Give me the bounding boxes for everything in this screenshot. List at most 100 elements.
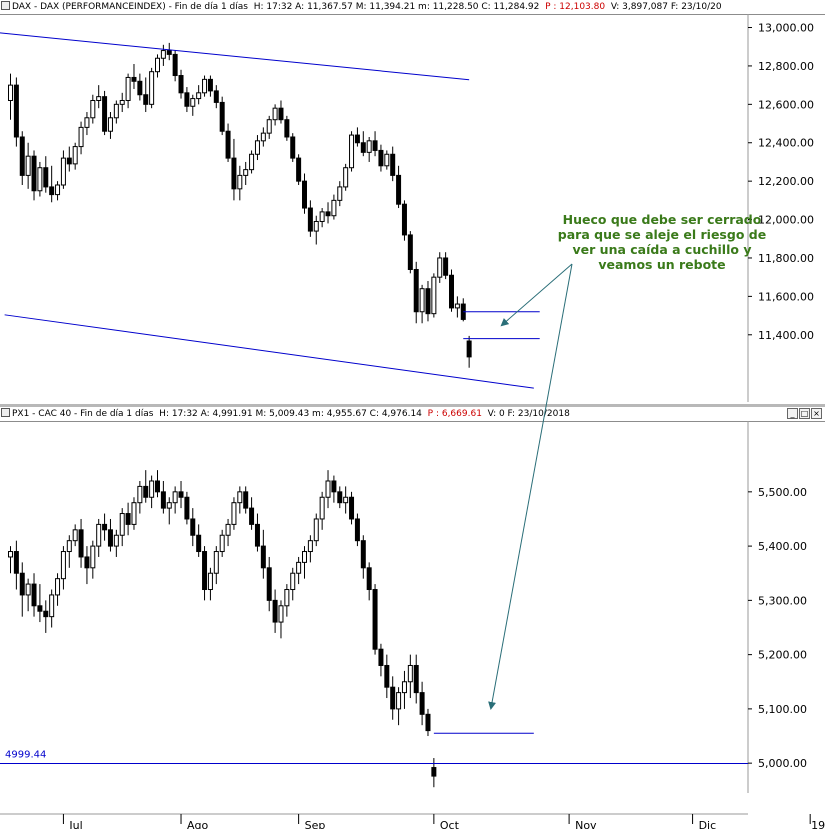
candle [313,513,319,547]
candle [160,480,166,514]
candle [266,115,272,139]
pane-divider[interactable] [0,404,825,407]
candle-body-up [107,117,113,132]
candle [225,123,231,162]
candle-body-up [131,502,137,525]
candle [137,73,143,101]
candle [84,546,90,585]
x-tick-label: Ago [187,819,209,829]
candle-body-up [278,605,284,623]
candle [437,252,443,283]
candle-body-up [231,502,237,525]
candle [401,200,407,241]
annotation-text: Hueco que debe ser cerrado para que se a… [548,212,776,272]
candle [60,546,66,590]
y-tick-label: 11,400.00 [758,329,814,342]
candle [166,497,172,525]
candle [307,200,313,237]
candle [431,273,437,318]
candle [143,77,149,113]
y-tick-label: 5,300.00 [758,594,807,607]
candle [125,73,131,109]
candle [137,480,143,514]
candle [207,75,213,97]
candle-body-up [172,491,178,504]
candle [96,518,102,557]
dax-pane-tail: V: 3,897,087 F: 23/10/20 [610,2,722,12]
candle [319,491,325,530]
candle-body-down [331,480,337,493]
candle [466,335,472,368]
candle [407,654,413,699]
candle [237,165,243,201]
candle-body-up [331,199,337,217]
candle [155,54,160,78]
candle [319,208,325,228]
candle-body-down [43,610,49,618]
candle-body-down [272,599,278,623]
candle [354,127,360,147]
candle-body-down [290,136,296,159]
candle-body-up [401,681,407,694]
annotation-line: Hueco que debe ser cerrado [562,212,762,227]
candle [49,589,55,628]
candle-body-up [137,485,143,504]
y-tick-label: 5,000.00 [758,757,807,770]
candle [278,600,284,639]
candle-body-down [137,80,143,96]
trendline-upper [0,32,470,81]
candle-body-up [96,96,102,101]
candle-body-up [37,167,43,192]
dax-chart: 11,400.00 11,600.00 11,800.00 12,000.00 12,2… [0,14,814,402]
chart-pane-icon[interactable] [1,408,10,417]
candle [90,540,96,579]
y-tick-label: 5,400.00 [758,540,807,553]
dax-pane: DAX - DAX (PERFORMANCEINDEX) - Fin de dí… [0,0,825,404]
close-icon[interactable]: × [811,408,822,419]
candle-body-up [219,534,225,553]
candle [460,298,466,322]
candle [96,85,102,109]
candle-body-down [13,84,19,138]
candle [202,75,208,97]
minimize-icon[interactable]: _ [787,408,798,419]
cac-pane-p-value: P : 6,669.61 [427,409,482,419]
candle [113,529,119,557]
candle-body-up [437,257,443,278]
candle [172,486,178,514]
candle-body-up [60,157,66,186]
candle-body-down [360,540,366,569]
candle [354,513,360,547]
candle [13,77,19,147]
candle-body-down [225,130,231,159]
cac-pane-name: PX1 - CAC 40 - Fin de día 1 días [12,409,154,419]
maximize-icon[interactable]: □ [799,408,810,419]
candle-body-down [396,174,402,205]
candle [55,573,61,606]
chart-pane-icon[interactable] [1,1,10,10]
candle [66,535,72,568]
y-tick-label: 11,600.00 [758,290,814,303]
candle [366,136,372,162]
candle-body-up [207,572,213,591]
candle-body-up [419,288,425,313]
candle [254,135,260,161]
candle-body-down [184,92,190,107]
candle [107,518,113,552]
candle [184,87,190,113]
candle-body-up [119,99,125,105]
candle-body-up [160,50,166,59]
candle [349,491,355,525]
candle [290,133,296,162]
candle-body-down [296,157,302,182]
y-tick-label: 12,200.00 [758,175,814,188]
annotation-line: ver una caída a cuchillo y [572,242,752,257]
candle [390,146,396,182]
candle-body-up [384,153,390,167]
candle [225,518,231,547]
candle-body-down [302,180,307,209]
cac-chart: 5,000.00 5,100.00 5,200.00 5,300.00 5,400.00… [0,421,825,829]
candle-body-up [343,496,349,504]
candle-body-up [243,169,249,176]
candle [284,584,290,617]
